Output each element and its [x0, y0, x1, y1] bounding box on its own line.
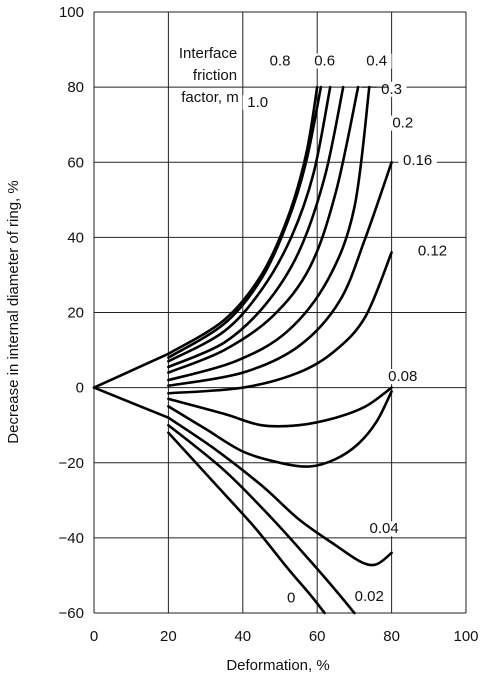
- x-tick-label: 20: [160, 628, 177, 645]
- curve-m-0-2: [167, 85, 371, 382]
- curve-label: 0.04: [370, 520, 399, 537]
- y-tick-label: 60: [67, 154, 84, 171]
- y-tick-label: 0: [76, 380, 84, 397]
- y-tick-label: −60: [59, 605, 84, 622]
- curve-label: 0.4: [366, 53, 387, 70]
- curve-m-0-3: [167, 85, 360, 374]
- tick-labels: 0 20 40 60 80 100 100 80 60 40 20 0 −20 −40 −60: [59, 4, 479, 645]
- curve-m-0-6: [167, 85, 332, 363]
- grid: [93, 11, 467, 614]
- y-tick-label: 20: [67, 305, 84, 322]
- curve-label-backing: [398, 153, 437, 169]
- y-tick-label: −20: [59, 455, 84, 472]
- curve-label-backing: [383, 369, 422, 385]
- annotation: Interface friction factor, m: [179, 45, 239, 106]
- curve-m-1-0: [167, 85, 319, 356]
- x-tick-label: 0: [90, 628, 98, 645]
- x-tick-label: 100: [453, 628, 478, 645]
- annotation-line-2: friction: [193, 67, 237, 84]
- x-axis-label: Deformation, %: [226, 657, 329, 674]
- curve-m-0-8: [167, 85, 323, 359]
- y-tick-label: 100: [59, 4, 84, 21]
- curve-label: 0.8: [270, 53, 291, 70]
- curve-label-backing: [350, 588, 389, 604]
- curve-label-backing: [387, 115, 418, 131]
- curve-m-0-04: [167, 416, 393, 567]
- x-tick-label: 80: [383, 628, 400, 645]
- curve-label-backing: [309, 53, 340, 69]
- curve-m-0-16: [167, 161, 393, 387]
- curve-m-0: [167, 431, 326, 615]
- curve-label-backing: [242, 94, 273, 110]
- x-tick-label: 60: [309, 628, 326, 645]
- y-axis-label: Decrease in internal diameter of ring, %: [5, 180, 22, 443]
- y-tick-label: −40: [59, 530, 84, 547]
- curve-m-0-4: [167, 85, 345, 369]
- annotation-line-1: Interface: [179, 45, 237, 62]
- curve-label: 0.16: [403, 152, 432, 169]
- y-tick-label: 40: [67, 229, 84, 246]
- curve-label-backing: [413, 243, 452, 259]
- curve-label-backing: [361, 53, 392, 69]
- annotation-line-3: factor, m: [181, 89, 239, 106]
- curve-label-backing: [284, 590, 298, 606]
- x-tick-label: 40: [234, 628, 251, 645]
- curve-labels: 1.0 0.8 0.6 0.4 0.3 0.2 0.16 0.12 0.08 0.04 0.02 0: [242, 53, 452, 607]
- curve-label-backing: [265, 53, 295, 69]
- curve-m-0-08: [167, 386, 393, 428]
- curve-label: 0: [287, 590, 295, 607]
- curve-label: 0.12: [418, 242, 447, 259]
- curves: [92, 85, 393, 615]
- curve-label-backing: [376, 81, 407, 97]
- curve-m-0-12: [167, 251, 393, 395]
- curve-label: 0.6: [314, 53, 335, 70]
- curve-label: 0.3: [381, 81, 402, 98]
- curve-label: 0.2: [392, 115, 413, 132]
- curve-label: 1.0: [247, 94, 268, 111]
- curve-label-backing: [364, 521, 404, 537]
- curve-m-0-02: [167, 423, 356, 615]
- curve-m-0-06: [167, 390, 393, 468]
- curve-label: 0.02: [355, 588, 384, 605]
- curve-label: 0.08: [388, 368, 417, 385]
- y-tick-label: 80: [67, 79, 84, 96]
- initial-segment-lower: [92, 386, 170, 419]
- initial-segment-upper: [92, 352, 170, 389]
